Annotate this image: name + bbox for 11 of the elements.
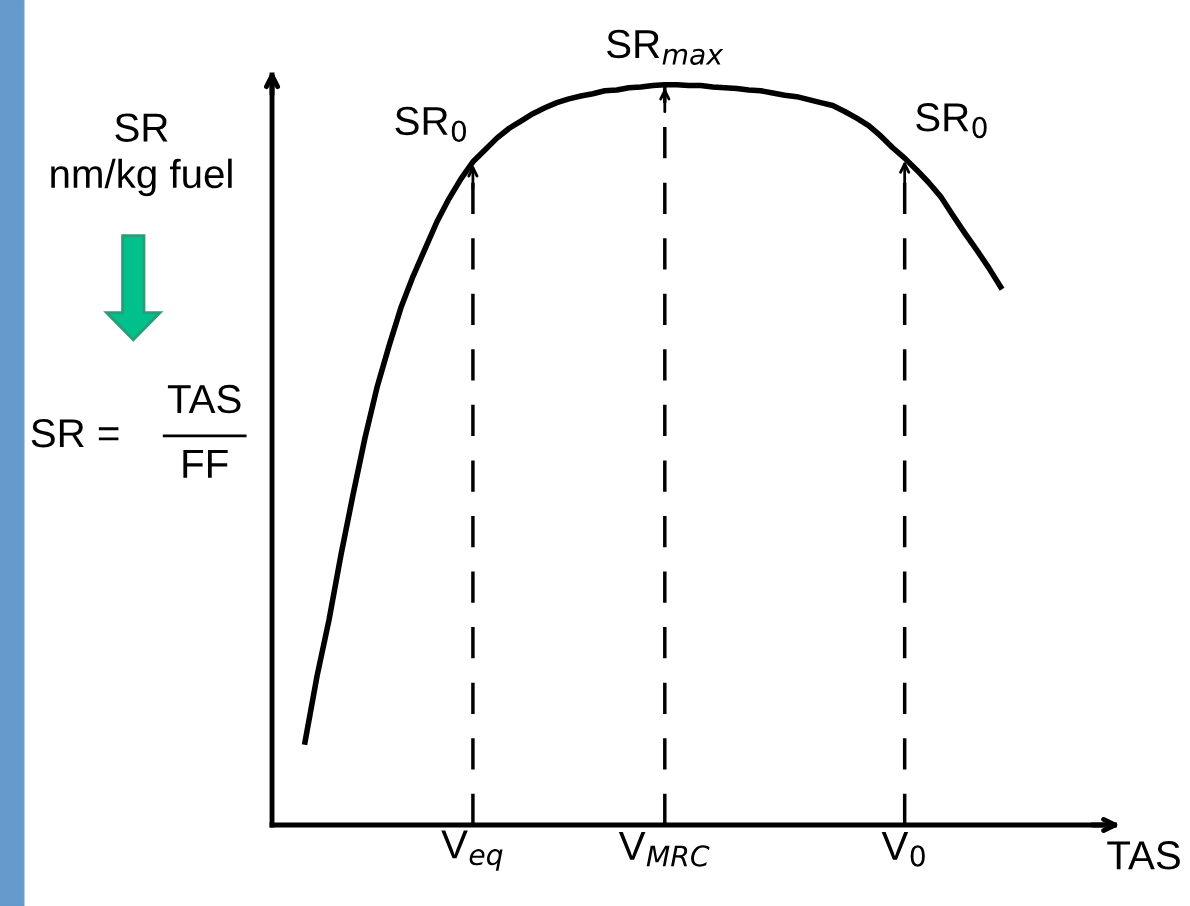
text: TAS bbox=[1107, 841, 1180, 870]
annotation: SR$_{max}$ bbox=[607, 29, 724, 65]
text: FF bbox=[183, 449, 228, 478]
text: SR = bbox=[31, 418, 119, 448]
annotation: SR$_{0}$ bbox=[916, 103, 987, 139]
x-tick-label: V$_{0}$ bbox=[881, 831, 925, 867]
x-axis-title: TAS bbox=[167, 384, 241, 414]
x-tick-label: V$_{MRC}$ bbox=[618, 831, 710, 867]
y-axis-title: SR nm/kg fuel bbox=[51, 113, 232, 197]
annotation: SR$_{0}$ bbox=[395, 106, 466, 142]
x-tick-label: V$_{eq}$ bbox=[441, 830, 503, 871]
